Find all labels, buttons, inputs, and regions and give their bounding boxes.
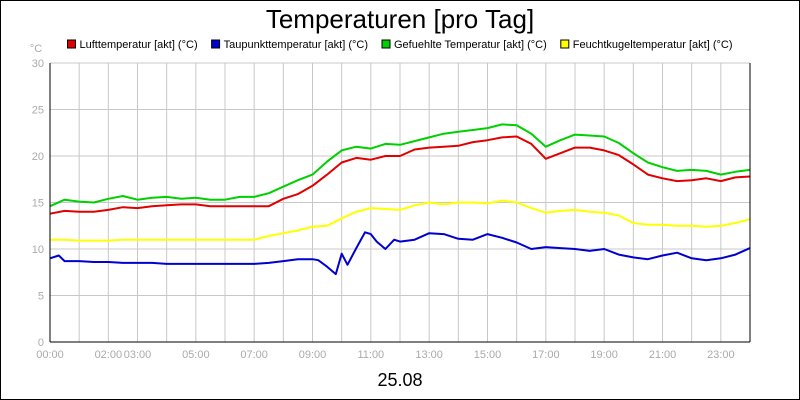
legend: Lufttemperatur [akt] (°C) Taupunkttempera…	[67, 39, 733, 51]
x-tick-label: 11:00	[357, 349, 384, 361]
y-tick-label: 0	[38, 337, 44, 349]
legend-swatch	[560, 39, 570, 49]
y-tick-label: 10	[32, 244, 44, 256]
x-tick-label: 17:00	[532, 349, 560, 361]
x-tick-label: 03:00	[124, 349, 152, 361]
x-tick-label: 13:00	[415, 349, 443, 361]
legend-label: Feuchtkugeltemperatur [akt] (°C)	[573, 39, 733, 51]
x-tick-label: 05:00	[182, 349, 210, 361]
legend-label: Gefuehlte Temperatur [akt] (°C)	[394, 39, 547, 51]
series-line-4	[50, 199, 751, 242]
x-tick-label: 21:00	[649, 349, 677, 361]
x-tick-label: 15:00	[474, 349, 502, 361]
legend-item-3: Gefuehlte Temperatur [akt] (°C)	[381, 39, 547, 51]
x-tick-label: 02:00	[95, 349, 123, 361]
series-line-3	[49, 123, 751, 208]
legend-label: Lufttemperatur [akt] (°C)	[80, 39, 198, 51]
y-tick-label: 5	[38, 291, 44, 303]
x-tick-label: 09:00	[299, 349, 327, 361]
x-tick-label: 19:00	[590, 349, 618, 361]
legend-swatch	[211, 39, 221, 49]
x-tick-label: 00:00	[36, 349, 64, 361]
chart-title: Temperaturen [pro Tag]	[266, 4, 534, 34]
legend-swatch	[67, 39, 76, 49]
series-line-1	[49, 135, 751, 215]
y-tick-label: 25	[32, 105, 44, 117]
series-line-2	[49, 231, 751, 276]
legend-item-4: Feuchtkugeltemperatur [akt] (°C)	[560, 39, 733, 51]
legend-swatch	[381, 39, 391, 49]
date-label: 25.08	[377, 370, 422, 390]
axes: 0 5 10 15 20 25 30 00:00 02:00 03:00 05:00 07:00 09:…	[32, 58, 751, 361]
series-lines	[49, 123, 751, 276]
y-tick-label: 20	[32, 151, 44, 163]
x-tick-label: 23:00	[707, 349, 735, 361]
y-tick-label: 30	[32, 58, 44, 70]
legend-item-1: Lufttemperatur [akt] (°C)	[67, 39, 198, 51]
legend-item-2: Taupunkttemperatur [akt] (°C)	[211, 39, 368, 51]
x-tick-label: 07:00	[240, 349, 268, 361]
legend-label: Taupunkttemperatur [akt] (°C)	[224, 39, 368, 51]
y-unit-label: °C	[30, 43, 42, 55]
y-tick-label: 15	[32, 198, 44, 210]
